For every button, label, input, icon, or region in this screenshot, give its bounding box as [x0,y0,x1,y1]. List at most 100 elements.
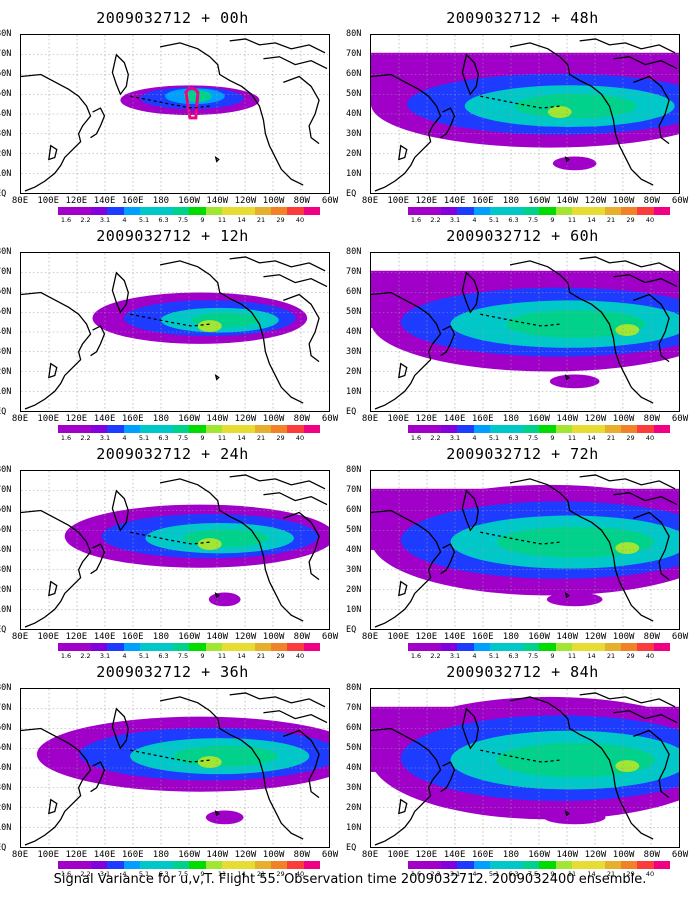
colorbar-value-label: 4 [472,216,477,224]
colorbar-value-label: 1.6 [60,434,72,442]
longitude-label: 120E [65,414,88,424]
colorbar-value-label: 7.5 [177,216,189,224]
colorbar-cell [238,861,255,869]
longitude-label: 100W [262,196,285,206]
longitude-label: 120E [415,850,438,860]
colorbar-cell [303,643,321,651]
figure-caption: Signal Variance for u,v,T. Flight 55. Ob… [53,872,647,887]
colorbar-cell [653,643,671,651]
longitude-label: 100E [37,414,60,424]
colorbar-value-label: 40 [645,870,655,878]
colorbar-cell [90,425,108,433]
longitude-label: 140E [443,414,466,424]
longitude-label: 80W [293,850,310,860]
latitude-label: 30N [346,347,362,357]
colorbar-cell [189,861,206,869]
colorbar-value-label: 14 [587,216,596,224]
map-plot-area [20,688,330,848]
forecast-panel: 2009032712 + 36h 80N 70N 60N 50N 40N 30N 20N 10… [0,654,345,879]
latitude-label: 40N [346,109,362,119]
colorbar-cell [408,425,425,433]
latitude-label: 60N [346,505,362,515]
latitude-label: 20N [0,367,12,377]
colorbar-cell [506,207,523,215]
latitude-label: 50N [0,525,12,535]
colorbar-cell [254,207,272,215]
colorbar-value-label: 29 [626,652,635,660]
longitude-label: 80E [361,632,379,642]
colorbar-cell [58,207,75,215]
colorbar-cell [653,861,671,869]
colorbar-cell [189,643,206,651]
colorbar-cell [205,425,222,433]
latitude-label: 70N [0,267,12,277]
longitude-label: 140W [206,414,229,424]
latitude-label: 10N [346,605,362,615]
colorbar-value-label: 11 [217,434,227,442]
colorbar-cell [522,861,540,869]
longitude-label: 160W [528,850,550,860]
latitude-label: 40N [346,545,362,555]
colorbar-value-label: 6.3 [508,434,519,442]
colorbar-labels: 1.6 2.2 3.1 4 5.1 6.3 7.5 9 11 14 21 29 40 [408,870,678,880]
colorbar-cell [604,861,622,869]
colorbar-cell [473,643,490,651]
colorbar-cell [271,207,288,215]
map-svg [21,35,329,193]
latitude-label: 40N [346,763,362,773]
colorbar-value-label: 40 [295,870,305,878]
colorbar-value-label: 1.6 [410,434,422,442]
colorbar-value-label: 14 [587,652,596,660]
longitude-label: 140E [443,632,466,642]
colorbar-value-label: 7.5 [177,870,189,878]
longitude-label: 60W [321,850,339,860]
colorbar-cell [489,861,507,869]
colorbar [58,643,321,651]
latitude-label: 80N [0,683,12,693]
colorbar-value-label: 5.1 [138,434,150,442]
colorbar-cell [653,425,671,433]
longitude-label: 140E [443,850,466,860]
colorbar-cell [539,207,556,215]
colorbar-cell [506,861,523,869]
colorbar-cell [522,643,540,651]
colorbar-cell [303,861,321,869]
latitude-label: 30N [0,565,12,575]
colorbar-cell [287,643,304,651]
latitude-label: EQ [0,189,7,199]
latitude-label: 30N [0,783,12,793]
longitude-label: 100E [37,850,60,860]
colorbar-value-label: 1.6 [60,652,72,660]
colorbar-cell [555,207,572,215]
colorbar-labels: 1.6 2.2 3.1 4 5.1 6.3 7.5 9 11 14 21 29 40 [58,870,328,880]
colorbar-value-label: 3.1 [99,870,111,878]
latitude-label: 10N [0,169,12,179]
longitude-label: 60W [671,196,689,206]
colorbar-cell [571,207,589,215]
colorbar-value-label: 9 [200,216,205,224]
colorbar-value-label: 5.1 [138,216,150,224]
colorbar-value-label: 1.6 [60,216,72,224]
colorbar-cell [303,425,321,433]
colorbar-cell [123,861,140,869]
colorbar-value-label: 4 [122,434,127,442]
colorbar-value-label: 3.1 [99,216,111,224]
latitude-label: 30N [0,347,12,357]
longitude-label: 80E [361,414,379,424]
colorbar-value-label: 1.6 [410,652,422,660]
longitude-label: 80W [293,414,310,424]
latitude-label: 20N [346,803,362,813]
colorbar-cell [189,207,206,215]
latitude-label: 20N [346,367,362,377]
colorbar-cell [107,861,124,869]
longitude-label: 60W [671,632,689,642]
colorbar-value-label: 6.3 [508,652,519,660]
colorbar-value-label: 3.1 [449,652,461,660]
longitude-label: 120E [415,632,438,642]
forecast-panel: 2009032712 + 84h 80N 70N 60N 50N 40N 30N 20N 10… [346,654,695,880]
longitude-label: 140E [93,196,116,206]
colorbar-labels: 1.6 2.2 3.1 4 5.1 6.3 7.5 9 11 14 21 29 40 [408,652,678,662]
colorbar-value-label: 7.5 [527,870,539,878]
forecast-panel: 2009032712 + 72h 80N 70N 60N 50N 40N 30N 20N 10… [346,436,695,662]
colorbar-value-label: 2.2 [80,870,91,878]
